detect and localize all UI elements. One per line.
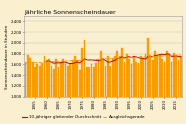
Bar [147,38,149,124]
Bar [171,62,172,124]
Bar [100,51,102,124]
Bar [29,58,31,124]
Bar [36,64,38,124]
Bar [166,51,168,124]
Bar [65,64,66,124]
Bar [178,60,179,124]
Bar [124,62,125,124]
Bar [128,59,130,124]
Bar [163,62,165,124]
Bar [51,66,52,124]
Bar [109,66,111,124]
Bar [67,66,69,124]
Bar [62,59,64,124]
Bar [121,48,123,124]
Bar [69,64,71,124]
Bar [55,59,57,124]
Bar [39,66,41,124]
Bar [88,67,90,124]
Bar [161,59,163,124]
Bar [159,55,161,124]
Bar [46,60,48,124]
Bar [53,69,55,124]
Bar [133,56,135,124]
Bar [25,62,26,124]
Y-axis label: Sonnenscheindauer in Stunden: Sonnenscheindauer in Stunden [5,24,9,89]
Bar [60,62,62,124]
Bar [168,55,170,124]
Bar [135,62,137,124]
Bar [86,67,88,124]
Bar [48,59,50,124]
Bar [105,66,106,124]
Bar [102,60,104,124]
Bar [116,51,118,124]
Bar [95,63,97,124]
Bar [145,54,146,124]
Bar [81,48,83,124]
Bar [58,67,59,124]
Bar [93,67,95,124]
Bar [149,55,151,124]
Bar [112,58,113,124]
Bar [131,64,132,124]
Legend: 10-jähriger gleitender Durchschnitt, Ausgleichsgerade: 10-jähriger gleitender Durchschnitt, Aus… [21,113,147,121]
Bar [114,56,116,124]
Bar [27,55,29,124]
Bar [44,56,45,124]
Bar [126,54,128,124]
Bar [79,70,81,124]
Bar [154,51,156,124]
Bar [140,56,142,124]
Bar [138,63,139,124]
Bar [98,59,99,124]
Bar [180,56,182,124]
Text: Jährliche Sonnenscheindauer: Jährliche Sonnenscheindauer [24,10,116,15]
Bar [76,60,78,124]
Bar [152,60,153,124]
Bar [32,62,33,124]
Bar [173,53,175,124]
Bar [119,56,121,124]
Bar [74,56,76,124]
Bar [72,60,73,124]
Bar [107,56,109,124]
Bar [175,55,177,124]
Bar [34,67,36,124]
Bar [84,40,85,124]
Bar [41,63,43,124]
Bar [91,64,92,124]
Bar [142,59,144,124]
Bar [156,55,158,124]
